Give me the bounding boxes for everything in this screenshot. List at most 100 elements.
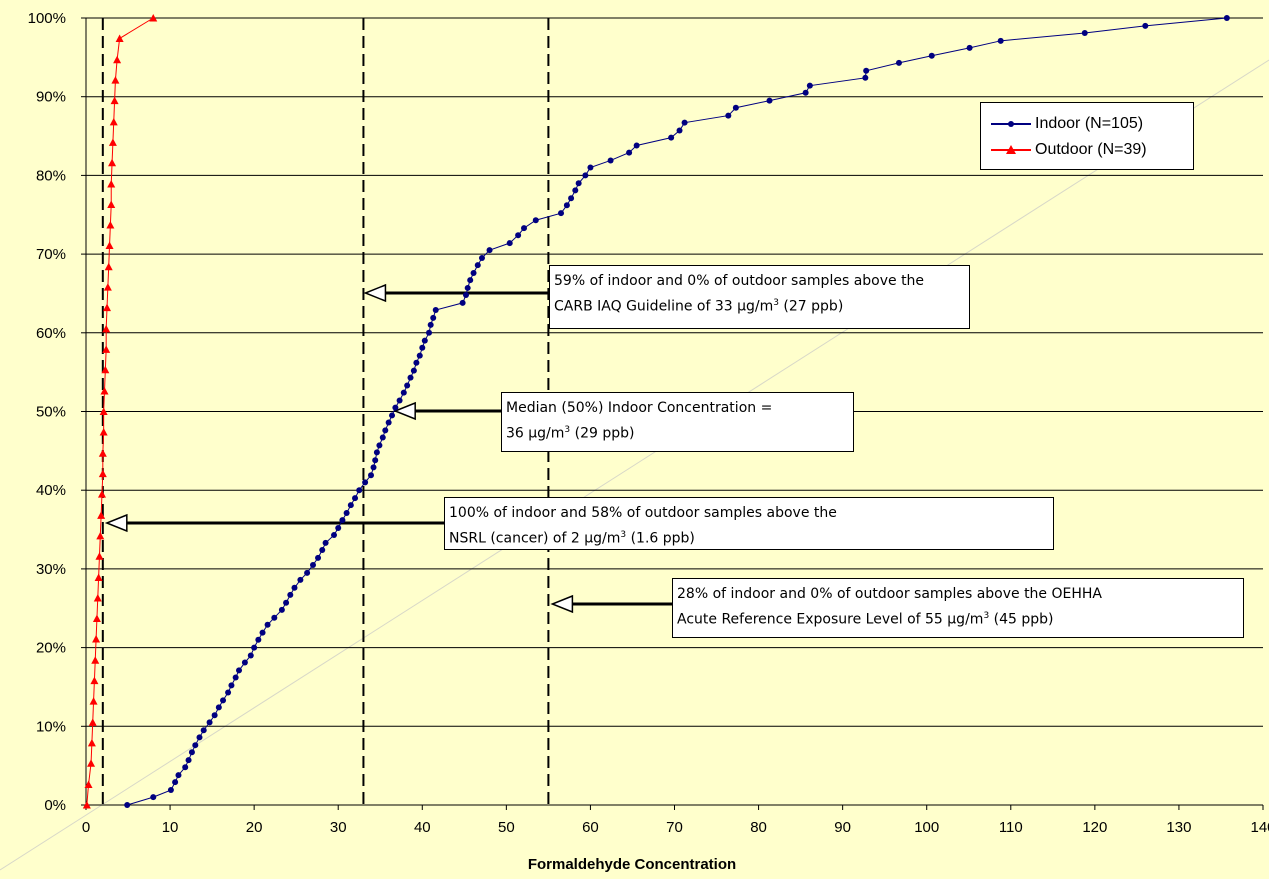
indoor-data-point bbox=[681, 119, 688, 126]
indoor-data-point bbox=[335, 524, 342, 531]
y-tick-label: 80% bbox=[36, 167, 66, 184]
x-tick-label: 130 bbox=[1166, 819, 1191, 836]
indoor-data-point bbox=[347, 502, 354, 509]
outdoor-data-point bbox=[97, 490, 106, 498]
outdoor-data-point bbox=[105, 241, 114, 249]
x-tick-label: 10 bbox=[162, 819, 179, 836]
outdoor-data-point bbox=[94, 573, 103, 582]
outdoor-data-point bbox=[103, 303, 112, 312]
indoor-data-point bbox=[725, 112, 732, 119]
indoor-data-point bbox=[343, 510, 350, 517]
outdoor-data-point bbox=[98, 469, 107, 478]
legend-line-indoor bbox=[991, 121, 1031, 127]
legend-item-outdoor: Outdoor (N=39) bbox=[991, 139, 1147, 161]
outdoor-data-point bbox=[107, 200, 116, 209]
indoor-data-point bbox=[863, 67, 870, 74]
outdoor-data-point bbox=[99, 407, 108, 415]
indoor-data-point bbox=[806, 82, 813, 89]
indoor-data-point bbox=[587, 164, 594, 171]
indoor-data-point bbox=[172, 779, 179, 786]
indoor-data-point bbox=[356, 487, 363, 494]
indoor-data-point bbox=[167, 787, 174, 794]
indoor-data-point bbox=[322, 539, 329, 546]
indoor-data-point bbox=[572, 187, 579, 194]
outdoor-data-point bbox=[109, 117, 118, 126]
indoor-data-point bbox=[464, 284, 471, 291]
outdoor-data-point bbox=[108, 138, 117, 146]
outdoor-data-point bbox=[89, 697, 98, 705]
indoor-series-line bbox=[127, 17, 1227, 806]
indoor-data-point bbox=[416, 352, 423, 359]
annotation-median: Median (50%) Indoor Concentration = 36 µ… bbox=[501, 392, 854, 452]
y-tick-label: 70% bbox=[36, 246, 66, 263]
indoor-data-point bbox=[676, 127, 683, 134]
indoor-data-point bbox=[410, 367, 417, 374]
annotation-line: 100% of indoor and 58% of outdoor sample… bbox=[449, 505, 837, 521]
indoor-data-point bbox=[463, 292, 470, 299]
outdoor-data-point bbox=[99, 427, 108, 436]
indoor-data-point bbox=[400, 389, 407, 396]
indoor-data-point bbox=[185, 757, 192, 764]
indoor-data-point bbox=[421, 337, 428, 344]
annotation-oehha: 28% of indoor and 0% of outdoor samples … bbox=[672, 578, 1244, 638]
y-tick-label: 40% bbox=[36, 482, 66, 499]
annotation-arrowhead bbox=[104, 513, 128, 533]
x-tick-label: 0 bbox=[82, 819, 90, 836]
indoor-data-point bbox=[389, 412, 396, 419]
x-tick-label: 90 bbox=[834, 819, 851, 836]
outdoor-data-point bbox=[111, 76, 120, 84]
circle-marker-icon bbox=[1008, 121, 1014, 127]
x-axis-label: Formaldehyde Concentration bbox=[528, 856, 736, 873]
triangle-marker-icon bbox=[1006, 145, 1016, 154]
indoor-data-point bbox=[271, 614, 278, 621]
outdoor-data-point bbox=[101, 365, 110, 374]
indoor-data-point bbox=[372, 457, 379, 464]
indoor-data-point bbox=[966, 44, 973, 51]
indoor-data-point bbox=[1081, 29, 1088, 36]
indoor-data-point bbox=[633, 142, 640, 149]
outdoor-data-point bbox=[104, 262, 113, 271]
indoor-data-point bbox=[928, 52, 935, 59]
annotation-carb-guideline: 59% of indoor and 0% of outdoor samples … bbox=[549, 265, 970, 329]
x-tick-label: 40 bbox=[414, 819, 431, 836]
indoor-data-point bbox=[297, 576, 304, 583]
indoor-data-point bbox=[997, 37, 1004, 44]
indoor-data-point bbox=[568, 195, 575, 202]
indoor-data-point bbox=[352, 495, 359, 502]
y-tick-label: 30% bbox=[36, 561, 66, 578]
outdoor-data-point bbox=[96, 531, 105, 540]
indoor-data-point bbox=[196, 734, 203, 741]
indoor-data-point bbox=[385, 419, 392, 426]
outdoor-data-point bbox=[82, 801, 91, 809]
outdoor-data-point bbox=[102, 324, 111, 333]
outdoor-data-point bbox=[100, 387, 109, 395]
indoor-data-point bbox=[376, 442, 383, 449]
indoor-data-point bbox=[236, 667, 243, 674]
indoor-data-point bbox=[467, 277, 474, 284]
outdoor-data-point bbox=[102, 345, 111, 353]
y-tick-label: 90% bbox=[36, 89, 66, 106]
outdoor-data-point bbox=[98, 449, 107, 457]
indoor-data-point bbox=[521, 225, 528, 232]
indoor-data-point bbox=[392, 404, 399, 411]
indoor-data-point bbox=[241, 659, 248, 666]
indoor-data-point bbox=[373, 449, 380, 456]
outdoor-data-point bbox=[87, 738, 96, 747]
outdoor-data-point bbox=[115, 34, 124, 42]
indoor-data-point bbox=[379, 434, 386, 441]
decorative-diagonal bbox=[0, 59, 1269, 871]
annotation-line: 28% of indoor and 0% of outdoor samples … bbox=[677, 586, 1102, 602]
annotation-arrowhead bbox=[393, 401, 416, 421]
indoor-data-point bbox=[309, 561, 316, 568]
x-tick-label: 120 bbox=[1082, 819, 1107, 836]
indoor-data-point bbox=[150, 794, 157, 801]
annotation-nsrl: 100% of indoor and 58% of outdoor sample… bbox=[444, 497, 1054, 550]
indoor-data-point bbox=[264, 621, 271, 628]
indoor-data-point bbox=[291, 584, 298, 591]
outdoor-data-point bbox=[84, 780, 93, 789]
outdoor-data-point bbox=[90, 676, 99, 685]
x-tick-label: 60 bbox=[582, 819, 599, 836]
y-tick-label: 100% bbox=[28, 10, 66, 27]
outdoor-data-point bbox=[149, 14, 158, 22]
outdoor-data-point bbox=[108, 158, 117, 167]
